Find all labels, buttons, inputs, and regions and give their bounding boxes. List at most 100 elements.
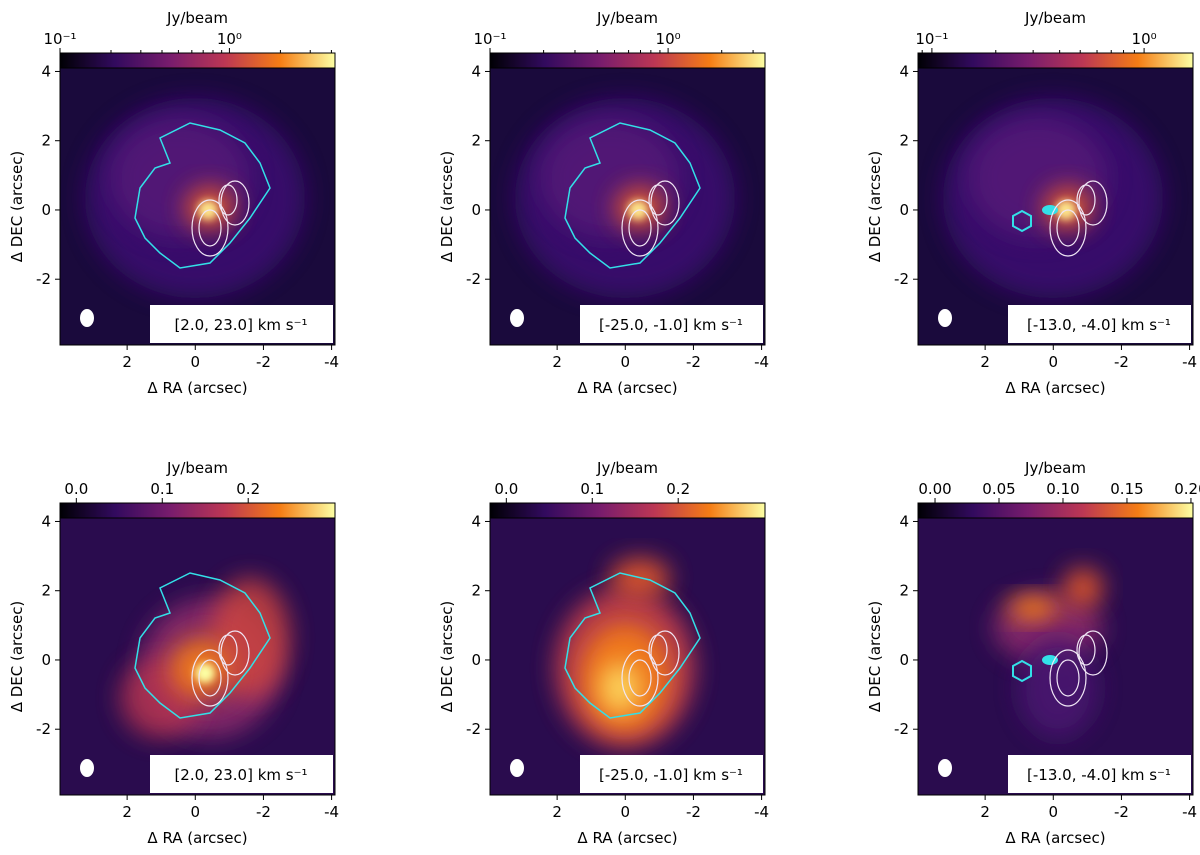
x-tick-label: 2 [122, 353, 132, 371]
colorbar-tick-label: 0.1 [580, 480, 604, 498]
white-contour [621, 199, 659, 257]
x-tick-label: 0 [1049, 353, 1059, 371]
colorbar-tick-label: 0.2 [236, 480, 260, 498]
x-axis-label: Δ RA (arcsec) [1005, 829, 1105, 847]
x-tick-label: 2 [552, 803, 562, 821]
cyan-contour [134, 122, 271, 269]
x-tick-label: 0 [191, 803, 201, 821]
white-contour [218, 184, 238, 216]
colorbar-tick-label: 10⁻¹ [43, 30, 76, 48]
white-contour [650, 630, 680, 676]
x-tick-label: 0 [621, 803, 631, 821]
panel: [-13.0, -4.0] km s⁻¹ 2 0 -2 -4 -2 0 2 4 Δ RA (arc… [866, 459, 1200, 847]
cyan-contour [1042, 205, 1058, 215]
annotation-box [1008, 755, 1191, 793]
y-tick-label: -2 [894, 270, 909, 288]
x-tick-label: -4 [324, 803, 339, 821]
y-tick-label: 2 [899, 132, 909, 150]
y-tick-label: -2 [466, 270, 481, 288]
x-axis-label: Δ RA (arcsec) [147, 379, 247, 397]
colorbar [489, 52, 766, 69]
x-tick-label: 2 [980, 353, 990, 371]
y-axis-label: Δ DEC (arcsec) [866, 151, 884, 263]
x-axis-label: Δ RA (arcsec) [577, 379, 677, 397]
emission [555, 558, 701, 748]
emission-blob [1018, 638, 1098, 738]
white-contour [1049, 649, 1087, 707]
x-tick-label: 2 [552, 353, 562, 371]
x-tick-label: -2 [1114, 353, 1129, 371]
emission-blob [1008, 596, 1058, 620]
x-axis-label: Δ RA (arcsec) [577, 829, 677, 847]
emission [85, 98, 305, 298]
y-tick-label: 4 [471, 62, 481, 80]
y-tick-label: 0 [41, 651, 51, 669]
x-tick-label: -4 [754, 353, 769, 371]
cyan-contour [1012, 209, 1032, 233]
colorbar-label: Jy/beam [596, 9, 658, 27]
y-tick-label: 2 [471, 582, 481, 600]
beam [80, 759, 94, 777]
beam [938, 309, 952, 327]
y-tick-label: 0 [899, 201, 909, 219]
emission-blob [600, 663, 640, 713]
white-contour [648, 634, 668, 666]
white-contour [1076, 184, 1096, 216]
panel: [-25.0, -1.0] km s⁻¹ 2 0 -2 -4 -2 0 2 4 Δ RA (arc… [438, 459, 769, 847]
beam [938, 759, 952, 777]
colorbar-tick-label: 0.2 [666, 480, 690, 498]
y-axis-label: Δ DEC (arcsec) [8, 151, 26, 263]
white-contour [621, 649, 659, 707]
white-contour [1078, 180, 1108, 226]
annotation-box [1008, 305, 1191, 343]
colorbar-label: Jy/beam [166, 459, 228, 477]
annotation: [-13.0, -4.0] km s⁻¹ [1027, 766, 1171, 784]
colorbar-label: Jy/beam [1024, 9, 1086, 27]
y-tick-label: 4 [41, 512, 51, 530]
y-tick-label: -2 [36, 720, 51, 738]
white-contour [628, 659, 652, 697]
y-tick-label: -2 [466, 720, 481, 738]
emission-blob [195, 663, 215, 683]
colorbar-tick-label: 0.05 [982, 480, 1015, 498]
x-axis-label: Δ RA (arcsec) [1005, 379, 1105, 397]
x-tick-label: -4 [754, 803, 769, 821]
colorbar-label: Jy/beam [1024, 459, 1086, 477]
emission [993, 568, 1108, 738]
y-tick-label: -2 [894, 720, 909, 738]
emission [120, 572, 290, 738]
x-tick-label: -2 [256, 803, 271, 821]
white-contour [220, 180, 250, 226]
white-contour [191, 199, 229, 257]
cyan-contour [564, 122, 701, 269]
x-tick-label: 2 [122, 803, 132, 821]
y-tick-label: 2 [899, 582, 909, 600]
white-contour [198, 659, 222, 697]
colorbar-tick-label: 10⁰ [1132, 30, 1157, 48]
colorbar-tick-label: 0.15 [1110, 480, 1143, 498]
y-axis-label: Δ DEC (arcsec) [438, 601, 456, 713]
colorbar-tick-label: 0.20 [1174, 480, 1200, 498]
colorbar [917, 502, 1194, 519]
cyan-contour [564, 572, 701, 719]
emission-blob [1063, 568, 1103, 608]
annotation: [-13.0, -4.0] km s⁻¹ [1027, 316, 1171, 334]
annotation: [-25.0, -1.0] km s⁻¹ [599, 766, 743, 784]
annotation: [2.0, 23.0] km s⁻¹ [174, 766, 307, 784]
white-contour [218, 634, 238, 666]
cyan-contour [1042, 655, 1058, 665]
white-contour [1076, 634, 1096, 666]
y-axis-label: Δ DEC (arcsec) [8, 601, 26, 713]
y-tick-label: 0 [41, 201, 51, 219]
annotation-box [150, 755, 333, 793]
colorbar-tick-label: 10⁻¹ [915, 30, 948, 48]
white-contour [648, 184, 668, 216]
y-tick-label: 4 [899, 62, 909, 80]
colorbar-label: Jy/beam [166, 9, 228, 27]
x-tick-label: -4 [324, 353, 339, 371]
y-tick-label: 0 [471, 651, 481, 669]
colorbar [489, 502, 766, 519]
colorbar [59, 52, 336, 69]
white-contour [628, 209, 652, 247]
